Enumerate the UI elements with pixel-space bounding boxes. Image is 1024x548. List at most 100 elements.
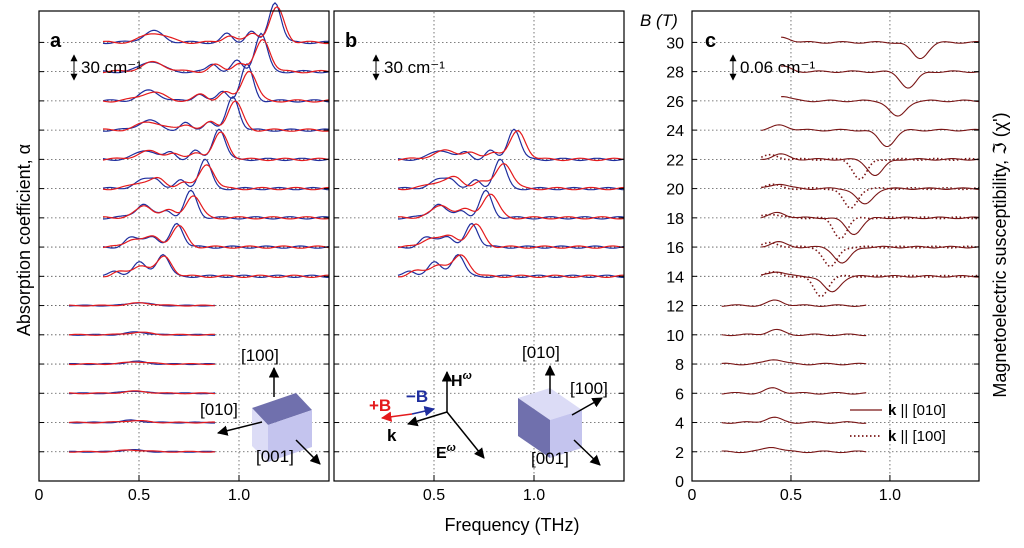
traces-a <box>68 2 330 453</box>
trace-c-k-010 <box>721 387 867 395</box>
y-tick-label: 14 <box>666 269 684 286</box>
crystal-a-front-face <box>252 408 268 462</box>
y-tick-label: 20 <box>666 182 684 199</box>
y-tick-label: 26 <box>666 94 684 111</box>
trace-c-k-010 <box>721 328 867 337</box>
y-axis-label-right: Magnetoelectric susceptibility, ℑ (χ') <box>990 112 1010 397</box>
x-tick-label: 0 <box>688 487 697 504</box>
trace-c-k-100 <box>761 241 980 268</box>
x-tick-label: 1.0 <box>523 487 545 504</box>
scale-bar-c: 0.06 cm⁻¹ <box>729 54 815 81</box>
y-tick-label: 2 <box>675 445 684 462</box>
y-tick-label: 16 <box>666 240 684 257</box>
panel-a: a 30 cm⁻¹ 0 0.5 1.0 <box>35 2 330 504</box>
x-tick-label: 1.0 <box>879 487 901 504</box>
traces-b <box>397 128 625 278</box>
trace-a-plus-b <box>68 361 216 366</box>
panel-b-frame <box>333 10 625 482</box>
trace-c-k-100 <box>761 183 980 209</box>
trace-c-k-010 <box>721 446 867 454</box>
panel-c-frame <box>691 10 980 482</box>
crystal-a: [100] [010] [001] <box>200 346 321 466</box>
scale-bar-b: 30 cm⁻¹ <box>372 54 445 81</box>
trace-a-plus-b <box>69 449 216 453</box>
trace-b-minus-b <box>397 189 625 220</box>
y-tick-label: 6 <box>675 386 684 403</box>
y-tick-label: 0 <box>675 474 684 491</box>
trace-b-plus-b <box>397 223 625 249</box>
y-tick-label: 30 <box>666 35 684 52</box>
x-tick-label: 0.5 <box>128 487 150 504</box>
trace-c-k-010 <box>721 416 867 424</box>
legend-k-010: k || [010] <box>888 402 946 419</box>
trace-c-k-010 <box>721 359 867 366</box>
axis-label-b-010: [010] <box>522 343 560 362</box>
y-tick-label: 18 <box>666 211 684 228</box>
axis-label-a-100: [100] <box>241 346 279 365</box>
scale-bar-a: 30 cm⁻¹ <box>70 54 142 81</box>
y-tick-label: 10 <box>666 328 684 345</box>
y-tick-label: 28 <box>666 65 684 82</box>
trace-a-minus-b <box>103 95 330 132</box>
trace-b-minus-b <box>397 253 624 278</box>
trace-b-plus-b <box>397 130 625 162</box>
x-tick-label: 0.5 <box>780 487 802 504</box>
trace-c-k-010 <box>761 211 980 236</box>
y-tick-label: 4 <box>675 416 684 433</box>
crystal-b: [010] [100] [001] <box>518 343 608 468</box>
legend-c: k || [010] k || [100] <box>850 402 946 445</box>
trace-c-k-010 <box>781 96 980 117</box>
xticks-a: 0 0.5 1.0 <box>35 41 329 504</box>
x-tick-label: 0 <box>35 487 44 504</box>
axis-label-a-001: [001] <box>256 447 294 466</box>
h-field-label: Hω <box>451 370 472 390</box>
crystal-a-top-face <box>252 393 312 425</box>
trace-a-plus-b <box>102 38 330 74</box>
trace-b-minus-b <box>397 158 625 191</box>
scale-bar-c-label: 0.06 cm⁻¹ <box>740 58 815 77</box>
trace-a-minus-b <box>102 158 330 191</box>
y-tick-label: 24 <box>666 123 684 140</box>
trace-a-plus-b <box>68 420 216 424</box>
trace-c-k-010 <box>761 241 980 264</box>
x-axis-label: Frequency (THz) <box>444 515 579 535</box>
trace-a-plus-b <box>68 390 216 395</box>
crystal-b-side-face <box>550 410 582 458</box>
panel-a-title: a <box>50 30 62 52</box>
trace-c-k-010 <box>721 299 867 307</box>
k-vector-label: k <box>387 426 397 445</box>
trace-a-minus-b <box>102 32 330 74</box>
axis-label-a-010: [010] <box>200 400 238 419</box>
trace-a-minus-b <box>102 2 330 45</box>
trace-a-plus-b <box>103 100 330 132</box>
crystal-b-front-face <box>518 398 550 458</box>
trace-b-plus-b <box>397 193 625 220</box>
trace-c-k-010 <box>761 271 979 293</box>
xticks-c: 0 0.5 1.0 <box>688 41 979 504</box>
b-axis-label: B (T) <box>640 11 678 30</box>
minus-b-label: −B <box>406 387 428 406</box>
e-field-label: Eω <box>436 442 456 462</box>
y-tick-label: 8 <box>675 357 684 374</box>
trace-a-plus-b <box>102 164 330 191</box>
crystal-a-side-face <box>268 410 312 462</box>
trace-a-plus-b <box>68 302 216 307</box>
trace-a-plus-b <box>102 131 330 162</box>
traces-c <box>721 36 980 454</box>
trace-a-plus-b <box>102 195 330 220</box>
panel-b: b 30 cm⁻¹ 0.5 1.0 <box>333 10 625 504</box>
y-tick-label: 22 <box>666 152 684 169</box>
trace-c-k-100 <box>761 213 980 240</box>
panel-a-frame <box>38 10 330 482</box>
scale-bar-b-label: 30 cm⁻¹ <box>384 58 445 77</box>
trace-a-minus-b <box>102 189 330 220</box>
trace-b-plus-b <box>398 254 624 278</box>
panel-c-title: c <box>705 30 716 52</box>
trace-a-minus-b <box>102 222 330 249</box>
trace-c-k-010 <box>761 124 980 148</box>
panel-b-title: b <box>345 30 357 52</box>
trace-c-k-010 <box>761 183 980 205</box>
trace-b-minus-b <box>397 222 625 249</box>
